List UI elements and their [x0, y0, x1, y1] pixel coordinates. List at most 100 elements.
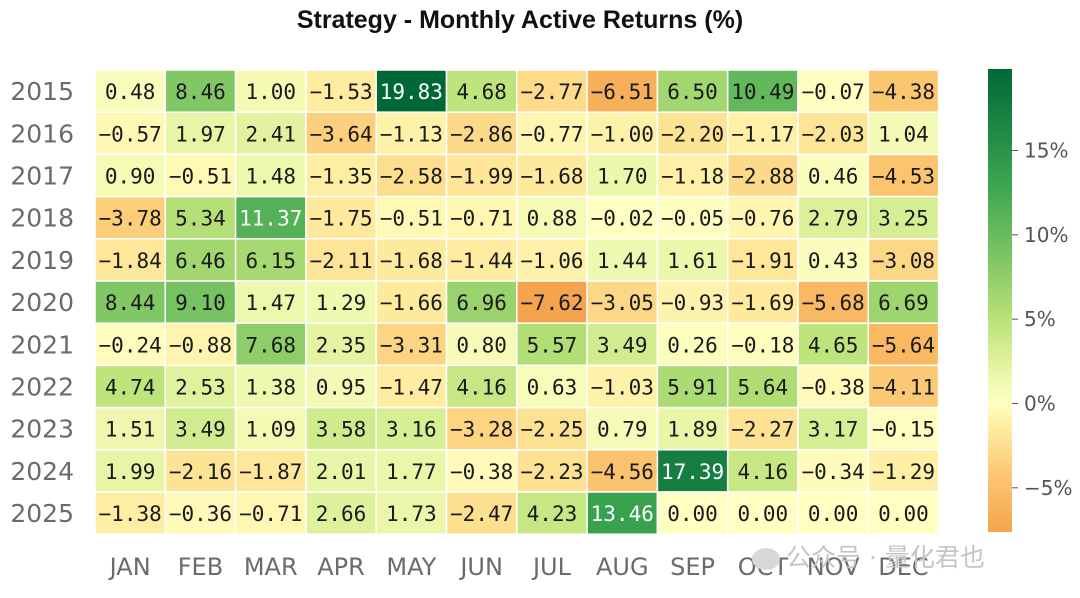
cell-value-label: 1.04: [878, 122, 929, 146]
cell-value-label: 1.89: [667, 418, 718, 442]
cell-value-label: 1.44: [597, 249, 648, 273]
heatmap-cell: [726, 69, 799, 113]
heatmap-cell: [375, 111, 448, 156]
cell-value-label: −0.71: [239, 502, 302, 526]
heatmap-cell: [164, 195, 237, 240]
cell-value-label: 11.37: [239, 207, 302, 231]
x-axis-labels: JANFEBMARAPRMAYJUNJULAUGSEPOCTNOVDEC: [108, 553, 929, 581]
watermark-text: 公众号 · 量化君也: [786, 543, 985, 572]
cell-value-label: 0.90: [105, 165, 156, 189]
heatmap-cell: [867, 406, 940, 451]
cell-value-label: −1.03: [591, 376, 654, 400]
colorbar-tick-label: 0%: [1024, 391, 1056, 415]
heatmap-cell: [656, 364, 729, 409]
cell-value-label: −0.38: [450, 460, 513, 484]
cell-value-label: −2.11: [309, 249, 372, 273]
heatmap-cell: [164, 69, 237, 113]
cell-value-label: −1.00: [591, 122, 654, 146]
heatmap-cell: [867, 280, 940, 324]
heatmap-cell: [305, 322, 377, 367]
cell-value-label: −1.66: [380, 291, 443, 315]
y-tick-label: 2021: [10, 330, 74, 359]
y-axis-labels: 2015 2016 2017 2018 2019 2020 2021 2022 2023 2024…: [10, 77, 74, 528]
cell-value-label: 4.74: [105, 376, 156, 400]
cell-value-label: 4.16: [456, 376, 507, 400]
heatmap-cell: [516, 491, 588, 535]
cell-value-label: 2.53: [175, 376, 226, 400]
cell-value-label: −0.88: [169, 333, 232, 357]
cell-value-label: 6.96: [456, 291, 507, 315]
heatmap-cell: [375, 491, 448, 535]
cell-value-label: 8.44: [105, 291, 156, 315]
cell-value-label: 9.10: [175, 291, 226, 315]
cell-value-label: 5.91: [667, 376, 718, 400]
cell-value-label: −2.25: [520, 418, 583, 442]
heatmap-cell: [375, 364, 448, 409]
heatmap-cell: [164, 280, 237, 324]
heatmap-cell: [516, 449, 588, 493]
cell-value-label: 10.49: [731, 80, 794, 104]
heatmap-cell: [164, 238, 237, 282]
cell-value-label: −1.68: [520, 165, 583, 189]
cell-value-label: 1.97: [175, 122, 226, 146]
cell-value-label: 0.00: [667, 502, 718, 526]
cell-value-label: 5.57: [527, 333, 578, 357]
heatmap-cell: [516, 195, 588, 240]
cell-value-label: 5.34: [175, 207, 226, 231]
heatmap-cell: [234, 364, 307, 409]
colorbar-tick-label: −5%: [1024, 476, 1073, 500]
cell-value-label: −2.47: [450, 502, 513, 526]
y-tick-label: 2024: [10, 457, 74, 486]
cell-value-label: −1.99: [450, 165, 513, 189]
x-tick-label: JAN: [108, 553, 151, 581]
cell-value-label: −0.51: [380, 207, 443, 231]
x-tick-label: NOV: [807, 553, 860, 581]
cell-value-label: −1.69: [731, 291, 794, 315]
cell-value-label: −1.06: [520, 249, 583, 273]
cell-value-label: −7.62: [520, 291, 583, 315]
colorbar-gradient: [988, 69, 1012, 532]
heatmap-cell: [586, 195, 659, 240]
cell-value-label: 0.95: [316, 376, 367, 400]
cell-value-label: 0.46: [808, 165, 859, 189]
heatmap-cell: [305, 280, 377, 324]
heatmap-cell: [375, 449, 448, 493]
x-tick-label: JUN: [458, 553, 503, 581]
cell-value-label: 8.46: [175, 80, 226, 104]
y-tick-label: 2020: [10, 288, 74, 317]
cell-value-label: −1.47: [380, 376, 443, 400]
cell-value-label: −3.31: [380, 333, 443, 357]
x-tick-label: DEC: [878, 553, 928, 581]
colorbar: −5% 0% 5% 10% 15%: [988, 69, 1073, 532]
cell-value-label: −0.77: [520, 122, 583, 146]
colorbar-tick-label: 5%: [1024, 307, 1056, 331]
heatmap-cell: [516, 111, 588, 156]
heatmap-cell: [586, 364, 659, 409]
cell-value-label: 0.26: [667, 333, 718, 357]
cell-value-label: −0.71: [450, 207, 513, 231]
y-tick-label: 2017: [10, 162, 74, 191]
cell-value-label: 0.00: [738, 502, 789, 526]
heatmap-cell: [726, 238, 799, 282]
cell-value-label: −0.51: [169, 165, 232, 189]
cell-value-label: −3.28: [450, 418, 513, 442]
heatmap-cell: [234, 449, 307, 493]
heatmap-cell: [94, 69, 167, 113]
heatmap-cell: [305, 111, 377, 156]
cell-value-label: 3.49: [597, 333, 648, 357]
heatmap-cell: [516, 406, 588, 451]
cell-value-label: 1.09: [245, 418, 296, 442]
cell-value-label: 4.68: [456, 80, 507, 104]
heatmap-cell: [867, 238, 940, 282]
cell-value-label: 0.88: [527, 207, 578, 231]
cell-value-label: 17.39: [661, 460, 724, 484]
heatmap-cell: [375, 195, 448, 240]
cell-value-label: 1.61: [667, 249, 718, 273]
heatmap-cell: [94, 153, 167, 198]
cell-value-label: −6.51: [591, 80, 654, 104]
heatmap-cell: [305, 238, 377, 282]
heatmap-cell: [164, 491, 237, 535]
heatmap-cell: [164, 111, 237, 156]
cell-value-label: −4.53: [872, 165, 935, 189]
cell-value-label: 2.01: [316, 460, 367, 484]
